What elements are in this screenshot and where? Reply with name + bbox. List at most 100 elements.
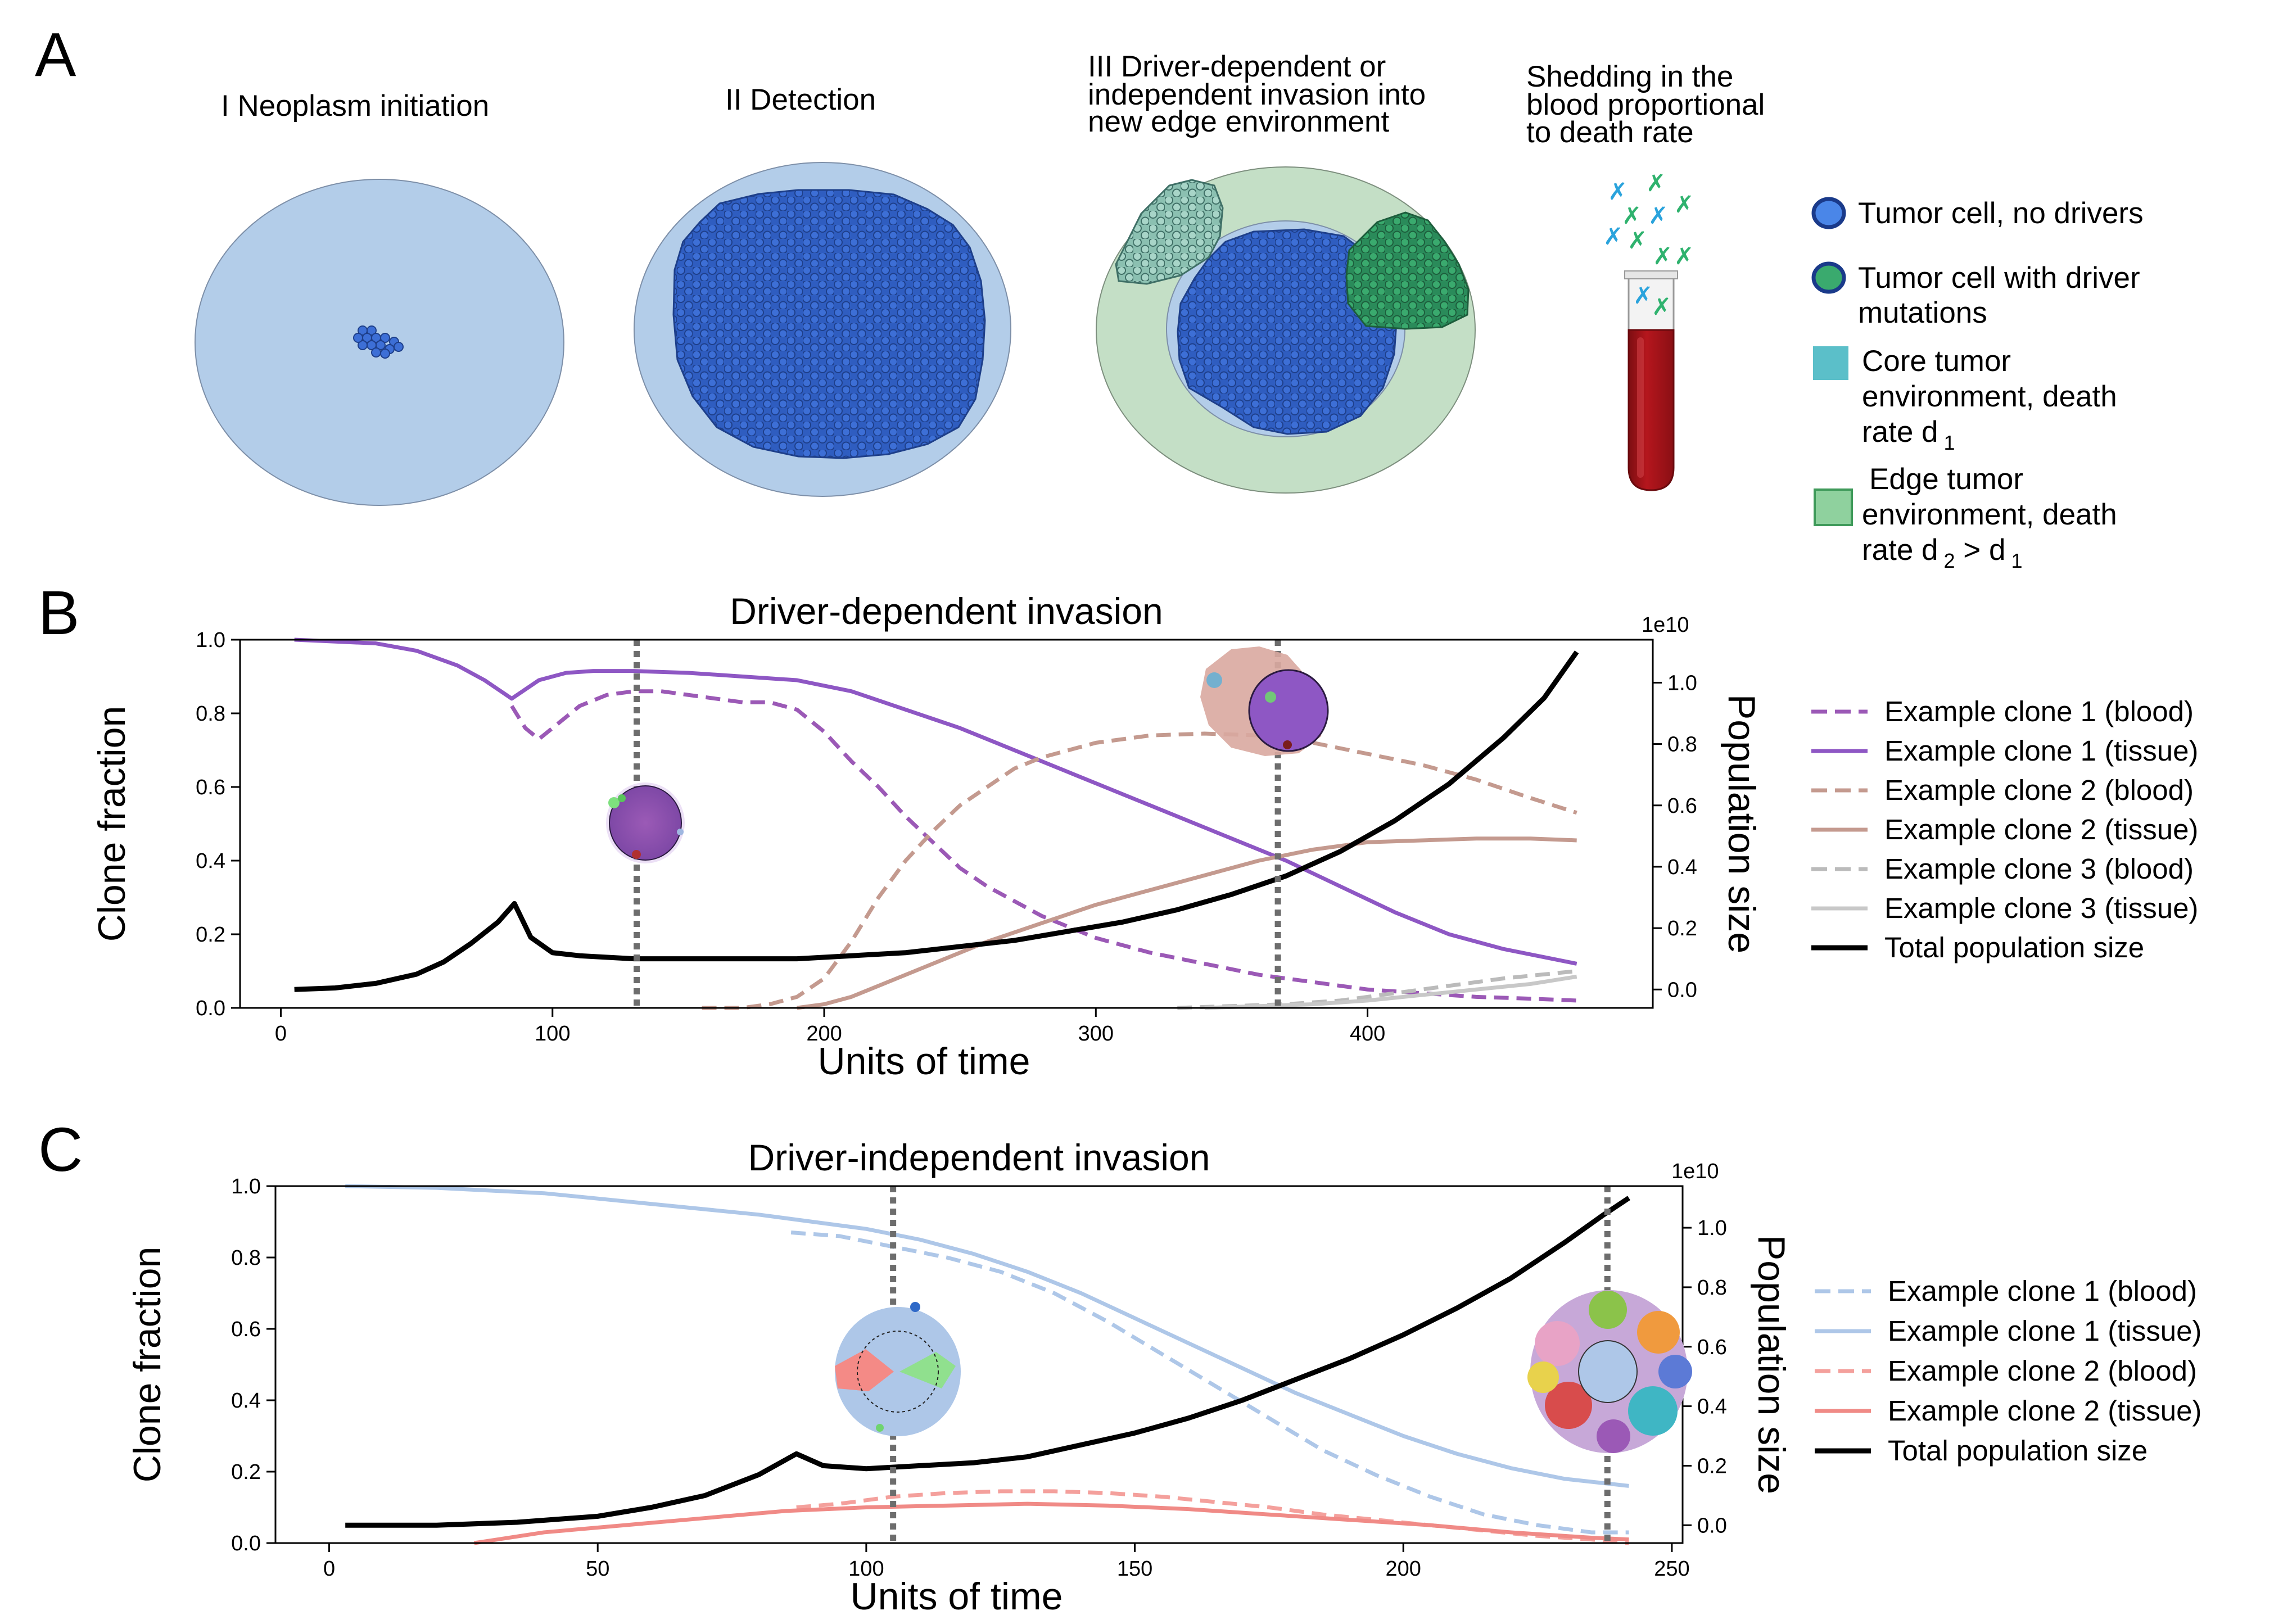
legend-no-drivers-label: Tumor cell, no drivers: [1858, 197, 2144, 230]
chartc-legend-label-1: Example clone 1 (tissue): [1888, 1315, 2201, 1347]
chartc-ytick-label-4: 0.8: [231, 1246, 261, 1270]
svg-text:✗: ✗: [1622, 202, 1642, 229]
chartb-y2tick-label-1: 0.2: [1667, 917, 1697, 940]
chartc-y2tick-label-4: 0.8: [1697, 1276, 1727, 1300]
chartb-legend-label-2: Example clone 2 (blood): [1884, 774, 2194, 806]
chartc-y2-multiplier: 1e10: [1671, 1160, 1719, 1183]
chartc-series-1-line: [345, 1184, 1629, 1488]
dna-fragment-icons: ✗ ✗ ✗ ✗ ✗ ✗ ✗ ✗ ✗ ✗ ✗: [1603, 169, 1694, 320]
legend-edge-env-swatch: [1814, 488, 1853, 526]
legend-core-env-swatch: [1813, 346, 1848, 380]
chart-c-tumor-snapshots: [835, 1290, 1692, 1453]
chartc-legend-label-4: Total population size: [1888, 1435, 2148, 1467]
chartc-frame: [274, 1185, 1684, 1544]
chartb-ylabel: Clone fraction: [91, 706, 133, 942]
snapshot-b-late: [1200, 646, 1329, 756]
chartb-xtick-label-2: 200: [806, 1022, 842, 1046]
legend-edge-label-line1: Edge tumor: [1869, 463, 2023, 496]
chartc-legend-label-3: Example clone 2 (tissue): [1888, 1395, 2201, 1427]
svg-text:✗: ✗: [1608, 178, 1628, 205]
chartc-ylabel: Clone fraction: [126, 1247, 169, 1483]
svg-text:✗: ✗: [1633, 282, 1653, 309]
chartc-y2tick-label-0: 0.0: [1697, 1514, 1727, 1537]
chart-c-legend: Example clone 1 (blood) Example clone 1 (…: [1815, 1275, 2201, 1467]
chartb-xtick-label-4: 400: [1350, 1022, 1385, 1046]
chartc-xtick-label-4: 200: [1386, 1557, 1421, 1581]
chartb-legend-label-4: Example clone 3 (blood): [1884, 853, 2194, 885]
stage3-label-line2: independent invasion into: [1088, 78, 1426, 111]
chartc-title: Driver-independent invasion: [748, 1137, 1210, 1178]
chartc-xlabel: Units of time: [851, 1575, 1063, 1618]
chartb-y2label: Population size: [1720, 694, 1763, 953]
chartb-y2tick-label-0: 0.0: [1667, 978, 1697, 1002]
legend-core-label-line2: environment, death: [1862, 380, 2117, 413]
chartb-y2tick-label-2: 0.4: [1667, 856, 1697, 879]
chartb-ytick-label-0: 0.0: [196, 997, 225, 1020]
stage3-tumor-mass: [1177, 228, 1398, 435]
stage3-label-line3: new edge environment: [1088, 105, 1390, 138]
legend-core-label-line1: Core tumor: [1862, 345, 2011, 378]
chartc-xtick-label-3: 150: [1117, 1557, 1152, 1581]
stage3-driver-dependent-invasion: [1345, 211, 1470, 330]
svg-text:✗: ✗: [1646, 169, 1666, 197]
stage1-label: I Neoplasm initiation: [221, 89, 489, 123]
chartb-series-4-line: [1177, 969, 1577, 1010]
panel-c-letter: C: [38, 1115, 83, 1184]
chartb-series-3-line: [797, 836, 1577, 1010]
chart-b-tumor-snapshots: [606, 646, 1329, 863]
chartb-title: Driver-dependent invasion: [730, 590, 1163, 632]
chartb-legend-label-1: Example clone 1 (tissue): [1884, 735, 2198, 767]
panel-b-letter: B: [38, 578, 79, 648]
svg-text:✗: ✗: [1653, 242, 1672, 270]
chartc-ytick-label-5: 1.0: [231, 1175, 261, 1198]
chartc-xtick-label-2: 100: [848, 1557, 884, 1581]
shedding-label-line1: Shedding in the: [1526, 60, 1733, 93]
chartc-y2tick-label-5: 1.0: [1697, 1216, 1727, 1240]
chartc-xtick-label-5: 250: [1654, 1557, 1689, 1581]
chartc-y2tick-label-1: 0.2: [1697, 1454, 1727, 1478]
chart-c: Driver-independent invasion 0 50 100 150 200 2…: [126, 1137, 1793, 1618]
chartb-y2tick-label-4: 0.8: [1667, 733, 1697, 757]
snapshot-c-late: [1527, 1290, 1692, 1453]
chartb-xtick-label-0: 0: [275, 1022, 287, 1046]
svg-text:✗: ✗: [1652, 293, 1671, 320]
chartc-ytick-label-1: 0.2: [231, 1460, 261, 1484]
chartb-xlabel: Units of time: [818, 1040, 1030, 1083]
chartb-ytick-label-2: 0.4: [196, 849, 225, 873]
svg-text:✗: ✗: [1603, 223, 1623, 250]
chartb-legend-label-3: Example clone 2 (tissue): [1884, 813, 2198, 845]
legend-driver-cell-icon: [1811, 261, 1846, 294]
chartc-series-0-line: [790, 1231, 1629, 1535]
svg-text:✗: ✗: [1628, 227, 1647, 254]
stage2-tumor-mass: [672, 189, 986, 459]
chartb-series-5-line: [1204, 974, 1577, 1010]
stage3-label-line1: III Driver-dependent or: [1088, 50, 1386, 83]
chartb-y2-multiplier: 1e10: [1642, 613, 1689, 637]
panel-c: C Driver-independent invasion 0 50 100 150 20…: [38, 1115, 2201, 1618]
panel-a: A I Neoplasm initiation II Detection III…: [35, 20, 2144, 572]
chart-b: Driver-dependent invasion 0 100 200 300 400 0.…: [91, 590, 1763, 1083]
chartb-ytick-label-5: 1.0: [196, 628, 225, 652]
panel-b: B Driver-dependent invasion 0 100 200 300 400…: [38, 578, 2198, 1083]
chartb-series-2-line: [702, 731, 1577, 1010]
chartb-y2tick-label-3: 0.6: [1667, 794, 1697, 818]
chartc-legend-label-2: Example clone 2 (blood): [1888, 1355, 2197, 1387]
shedding-label-line2: blood proportional: [1526, 88, 1765, 121]
svg-text:✗: ✗: [1648, 202, 1668, 229]
snapshot-c-early: [835, 1302, 961, 1436]
panel-a-legend: Tumor cell, no drivers Tumor cell with d…: [1811, 197, 2144, 572]
chartc-y2tick-label-2: 0.4: [1697, 1395, 1727, 1419]
chartb-ytick-label-3: 0.6: [196, 776, 225, 799]
chart-b-legend: Example clone 1 (blood) Example clone 1 (…: [1811, 695, 2198, 963]
chartc-legend-label-0: Example clone 1 (blood): [1888, 1275, 2197, 1307]
chartb-y2tick-label-5: 1.0: [1667, 671, 1697, 695]
svg-text:✗: ✗: [1674, 242, 1694, 270]
chartb-series-1-line: [294, 637, 1577, 966]
chartb-legend-label-5: Example clone 3 (tissue): [1884, 892, 2198, 924]
legend-with-drivers-label-line2: mutations: [1858, 296, 1987, 329]
chartc-y2tick-label-3: 0.6: [1697, 1336, 1727, 1359]
chartb-ytick-label-1: 0.2: [196, 923, 225, 947]
